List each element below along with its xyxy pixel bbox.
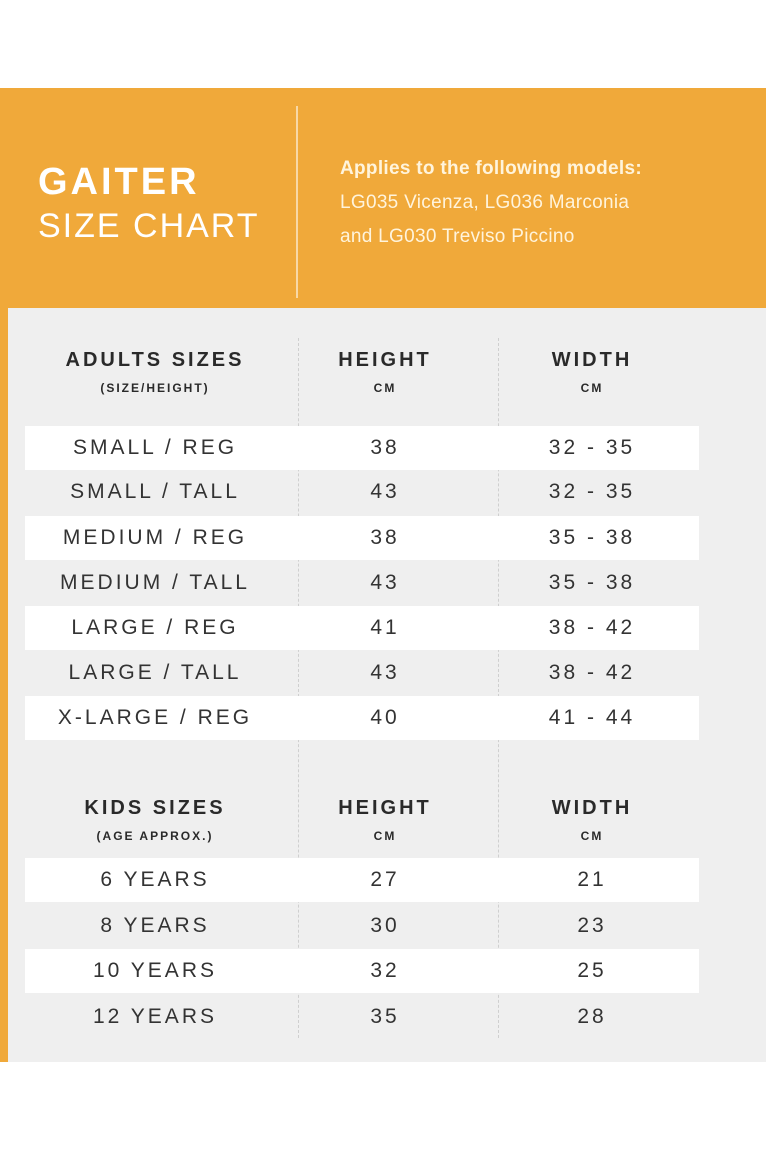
size-cell: SMALL / TALL [70, 480, 240, 503]
size-cell: SMALL / REG [72, 436, 238, 459]
models-line: and LG030 Treviso Piccino [340, 226, 575, 247]
width-cell: 32 - 35 [548, 436, 636, 459]
table-row: SMALL / REG 38 32 - 35 [25, 426, 699, 470]
chart-subtitle: SIZE CHART [38, 207, 260, 245]
size-cell: MEDIUM / TALL [60, 571, 250, 594]
adults-size-subheading: (SIZE/HEIGHT) [100, 381, 210, 395]
kids-width-header: WIDTH CM [485, 796, 699, 844]
width-cell: 21 [577, 868, 607, 891]
column-divider [298, 338, 299, 1038]
height-cell: 38 [370, 526, 400, 549]
height-cell: 43 [370, 480, 400, 503]
width-cell: 28 [577, 1005, 607, 1028]
adults-width-unit: CM [580, 381, 604, 395]
kids-height-unit: CM [373, 829, 397, 843]
width-cell: 25 [577, 959, 607, 982]
width-cell: 23 [577, 914, 607, 937]
adults-size-header: ADULTS SIZES (SIZE/HEIGHT) [25, 348, 285, 396]
kids-width-heading: WIDTH [551, 797, 633, 819]
header-divider [296, 106, 298, 298]
width-cell: 38 - 42 [548, 616, 636, 639]
table-row: 12 YEARS 35 28 [25, 995, 699, 1039]
models-line: LG035 Vicenza, LG036 Marconia [340, 192, 630, 213]
adults-height-unit: CM [373, 381, 397, 395]
width-cell: 38 - 42 [548, 661, 636, 684]
size-cell: 8 YEARS [100, 914, 210, 937]
adults-width-header: WIDTH CM [485, 348, 699, 396]
size-cell: 12 YEARS [92, 1005, 217, 1028]
height-cell: 32 [370, 959, 400, 982]
table-row: MEDIUM / REG 38 35 - 38 [25, 516, 699, 560]
size-cell: LARGE / REG [71, 616, 239, 639]
height-cell: 30 [370, 914, 400, 937]
height-cell: 35 [370, 1005, 400, 1028]
kids-size-header: KIDS SIZES (AGE APPROX.) [25, 796, 285, 844]
width-cell: 35 - 38 [548, 526, 636, 549]
size-cell: 10 YEARS [92, 959, 217, 982]
adults-size-heading: ADULTS SIZES [65, 349, 245, 371]
table-row: 6 YEARS 27 21 [25, 858, 699, 902]
size-cell: X-LARGE / REG [57, 706, 253, 729]
table-row: LARGE / REG 41 38 - 42 [25, 606, 699, 650]
height-cell: 43 [370, 571, 400, 594]
width-cell: 35 - 38 [548, 571, 636, 594]
table-row: SMALL / TALL 43 32 - 35 [25, 470, 699, 514]
height-cell: 38 [370, 436, 400, 459]
width-cell: 41 - 44 [548, 706, 636, 729]
size-table-panel: ADULTS SIZES (SIZE/HEIGHT) HEIGHT CM WID… [8, 308, 766, 1062]
kids-size-subheading: (AGE APPROX.) [96, 829, 214, 843]
size-cell: MEDIUM / REG [62, 526, 248, 549]
chart-header: GAITER SIZE CHART Applies to the followi… [0, 88, 766, 308]
table-row: X-LARGE / REG 40 41 - 44 [25, 696, 699, 740]
models-heading: Applies to the following models: [340, 158, 642, 179]
table-row: MEDIUM / TALL 43 35 - 38 [25, 561, 699, 605]
kids-height-header: HEIGHT CM [285, 796, 485, 844]
kids-size-heading: KIDS SIZES [84, 797, 226, 819]
height-cell: 40 [370, 706, 400, 729]
column-divider [498, 338, 499, 1038]
chart-title: GAITER [38, 161, 200, 203]
height-cell: 41 [370, 616, 400, 639]
table-row: 10 YEARS 32 25 [25, 949, 699, 993]
kids-height-heading: HEIGHT [338, 797, 432, 819]
kids-width-unit: CM [580, 829, 604, 843]
table-row: LARGE / TALL 43 38 - 42 [25, 651, 699, 695]
width-cell: 32 - 35 [548, 480, 636, 503]
size-cell: LARGE / TALL [68, 661, 242, 684]
height-cell: 43 [370, 661, 400, 684]
size-cell: 6 YEARS [100, 868, 210, 891]
table-row: 8 YEARS 30 23 [25, 904, 699, 948]
adults-height-heading: HEIGHT [338, 349, 432, 371]
size-chart-card: GAITER SIZE CHART Applies to the followi… [0, 88, 766, 1062]
height-cell: 27 [370, 868, 400, 891]
adults-height-header: HEIGHT CM [285, 348, 485, 396]
adults-width-heading: WIDTH [551, 349, 633, 371]
